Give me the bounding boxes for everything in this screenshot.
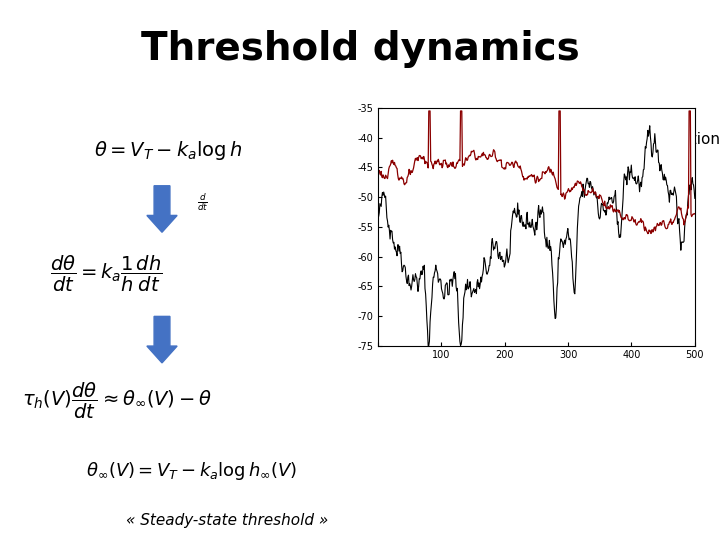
Text: Example with linear membrane equation:: Example with linear membrane equation:	[407, 132, 720, 147]
Text: $\tau_h(V)\dfrac{d\theta}{dt} \approx \theta_\infty(V) - \theta$: $\tau_h(V)\dfrac{d\theta}{dt} \approx \t…	[22, 381, 212, 421]
FancyArrow shape	[147, 186, 177, 232]
Text: Threshold dynamics: Threshold dynamics	[140, 30, 580, 68]
FancyArrow shape	[147, 316, 177, 363]
Text: « Steady-state threshold »: « Steady-state threshold »	[126, 512, 328, 528]
Text: $\theta_\infty(V) = V_T - k_a \log h_\infty(V)$: $\theta_\infty(V) = V_T - k_a \log h_\in…	[86, 461, 297, 482]
Text: $\dfrac{d\theta}{dt} = k_a \dfrac{1}{h}\dfrac{dh}{dt}$: $\dfrac{d\theta}{dt} = k_a \dfrac{1}{h}\…	[50, 254, 163, 294]
Text: $\frac{d}{dt}$: $\frac{d}{dt}$	[197, 191, 208, 213]
Text: $\theta = V_T - k_a \log h$: $\theta = V_T - k_a \log h$	[94, 139, 242, 162]
